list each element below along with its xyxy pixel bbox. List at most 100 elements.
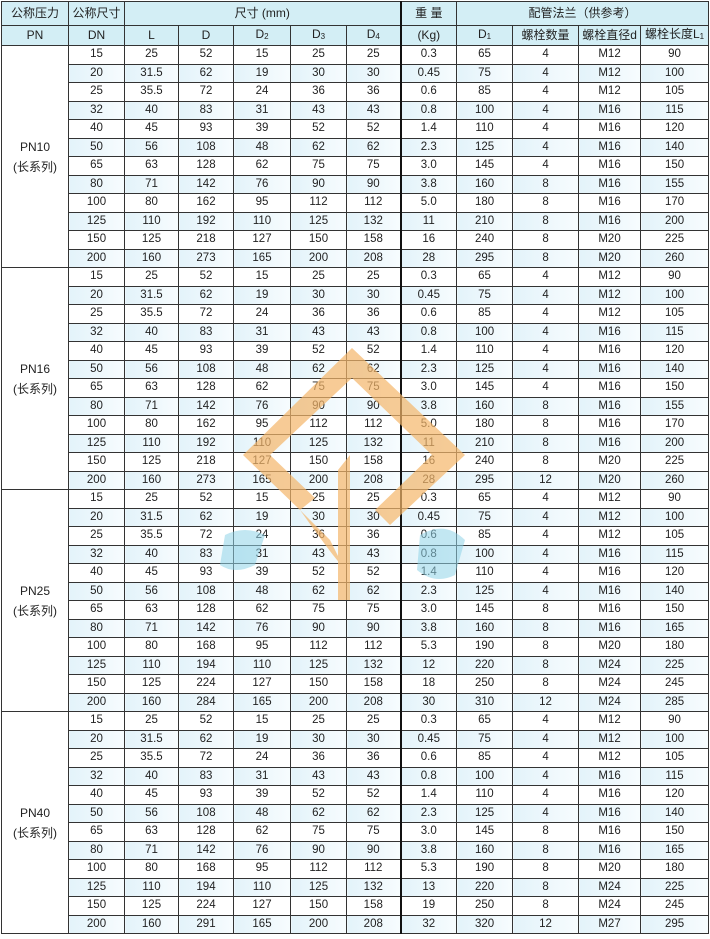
cell-d1: 160: [456, 174, 514, 194]
table-row: 20 31.5 62 19 30 30 0.45 75 4 M12 100: [2, 63, 710, 83]
cell-dn: 100: [68, 637, 125, 657]
header-col-d2: D2: [233, 25, 291, 46]
table-row: PN40 (长系列) 15 25 52 15 25 25 0.3 65 4 M12 90: [1, 711, 710, 934]
table-row: PN25 (长系列) 15 25 52 15 25 25 0.3 65 4 M12 90: [1, 489, 710, 712]
cell-d4: 132: [345, 211, 402, 231]
cell-d3: 52: [290, 119, 347, 139]
cell-d4: 62: [345, 803, 402, 823]
cell-bolt-count: 4: [512, 359, 580, 379]
cell-d1: 125: [456, 581, 514, 601]
cell-d: 108: [178, 581, 234, 601]
cell-d4: 112: [345, 859, 402, 879]
cell-bolt-len: 200: [640, 211, 710, 231]
cell-d2: 95: [233, 415, 291, 435]
cell-bolt-dia: M27: [578, 914, 642, 934]
cell-d2: 19: [233, 285, 291, 305]
cell-d1: 160: [456, 840, 514, 860]
cell-bolt-dia: M16: [578, 563, 642, 583]
cell-bolt-count: 8: [512, 822, 580, 842]
cell-bolt-len: 180: [640, 859, 710, 879]
cell-d3: 25: [290, 45, 347, 65]
cell-d1: 85: [456, 304, 514, 324]
cell-dn: 50: [68, 137, 125, 157]
cell-dn: 20: [68, 285, 125, 305]
cell-weight: 3.8: [399, 618, 458, 638]
cell-d3: 200: [290, 914, 347, 934]
cell-d2: 165: [233, 914, 291, 934]
cell-d: 52: [178, 711, 234, 731]
cell-d2: 95: [233, 859, 291, 879]
cell-l: 31.5: [124, 729, 179, 749]
header-col-d4: D4: [345, 25, 402, 46]
cell-d4: 208: [345, 248, 402, 268]
cell-l: 80: [124, 859, 179, 879]
cell-dn: 25: [68, 82, 125, 102]
cell-d3: 125: [290, 211, 347, 231]
cell-d2: 31: [233, 322, 291, 342]
cell-d3: 62: [290, 359, 347, 379]
cell-d1: 65: [456, 45, 514, 65]
cell-d1: 75: [456, 729, 514, 749]
cell-bolt-len: 140: [640, 581, 710, 601]
cell-d2: 19: [233, 729, 291, 749]
cell-bolt-dia: M20: [578, 452, 642, 472]
cell-d2: 110: [233, 211, 291, 231]
series-label: (长系列): [13, 825, 57, 840]
cell-d: 142: [178, 618, 234, 638]
cell-d: 128: [178, 378, 234, 398]
cell-d1: 190: [456, 637, 514, 657]
cell-bolt-dia: M16: [578, 544, 642, 564]
table-row: 25 35.5 72 24 36 36 0.6 85 4 M12 105: [2, 82, 710, 102]
cell-d1: 100: [456, 766, 514, 786]
cell-bolt-dia: M24: [578, 655, 642, 675]
col-sub: 1: [699, 32, 705, 41]
cell-d1: 210: [456, 211, 514, 231]
table-row: 25 35.5 72 24 36 36 0.6 85 4 M12 105: [2, 304, 710, 324]
cell-weight: 0.6: [399, 748, 458, 768]
cell-bolt-len: 105: [640, 748, 710, 768]
cell-bolt-count: 12: [512, 470, 580, 490]
cell-d2: 165: [233, 470, 291, 490]
cell-d4: 52: [345, 119, 402, 139]
cell-d3: 150: [290, 230, 347, 250]
cell-l: 25: [124, 267, 179, 287]
cell-bolt-count: 8: [512, 859, 580, 879]
cell-d2: 95: [233, 193, 291, 213]
cell-d2: 24: [233, 82, 291, 102]
cell-bolt-len: 170: [640, 193, 710, 213]
cell-bolt-dia: M16: [578, 785, 642, 805]
cell-d4: 208: [345, 914, 402, 934]
cell-bolt-dia: M16: [578, 137, 642, 157]
col-label: 螺栓长度L: [644, 27, 700, 41]
cell-weight: 0.8: [399, 100, 458, 120]
cell-d1: 110: [456, 785, 514, 805]
table-row: 80 71 142 76 90 90 3.8 160 8 M16 165: [2, 618, 710, 638]
cell-d4: 25: [345, 711, 402, 731]
cell-d3: 75: [290, 378, 347, 398]
cell-d1: 110: [456, 341, 514, 361]
cell-dn: 25: [68, 304, 125, 324]
cell-d4: 30: [345, 285, 402, 305]
col-sub: 2: [264, 32, 269, 41]
cell-d4: 43: [345, 766, 402, 786]
cell-d3: 30: [290, 63, 347, 83]
cell-bolt-len: 155: [640, 396, 710, 416]
cell-bolt-len: 150: [640, 156, 710, 176]
cell-weight: 2.3: [399, 803, 458, 823]
cell-weight: 0.8: [399, 322, 458, 342]
cell-bolt-len: 115: [640, 322, 710, 342]
cell-d: 83: [178, 766, 234, 786]
table-row: 65 63 128 62 75 75 3.0 145 4 M16 150: [2, 378, 710, 398]
cell-bolt-dia: M20: [578, 230, 642, 250]
table-row: 40 45 93 39 52 52 1.4 110 4 M16 120: [2, 563, 710, 583]
col-label: L: [148, 28, 155, 42]
cell-bolt-len: 90: [640, 711, 710, 731]
cell-dn: 80: [68, 396, 125, 416]
cell-d: 142: [178, 174, 234, 194]
cell-d: 162: [178, 415, 234, 435]
cell-l: 80: [124, 415, 179, 435]
table-row: PN16 (长系列) 15 25 52 15 25 25 0.3 65 4 M12 90: [1, 267, 710, 490]
cell-dn: 32: [68, 766, 125, 786]
table-row: 125 110 194 110 125 132 13 220 8 M24 225: [2, 877, 710, 897]
cell-bolt-count: 8: [512, 248, 580, 268]
